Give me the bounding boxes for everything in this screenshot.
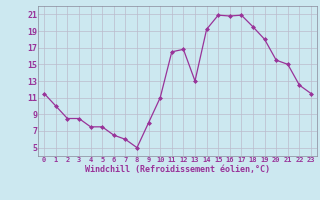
X-axis label: Windchill (Refroidissement éolien,°C): Windchill (Refroidissement éolien,°C): [85, 165, 270, 174]
